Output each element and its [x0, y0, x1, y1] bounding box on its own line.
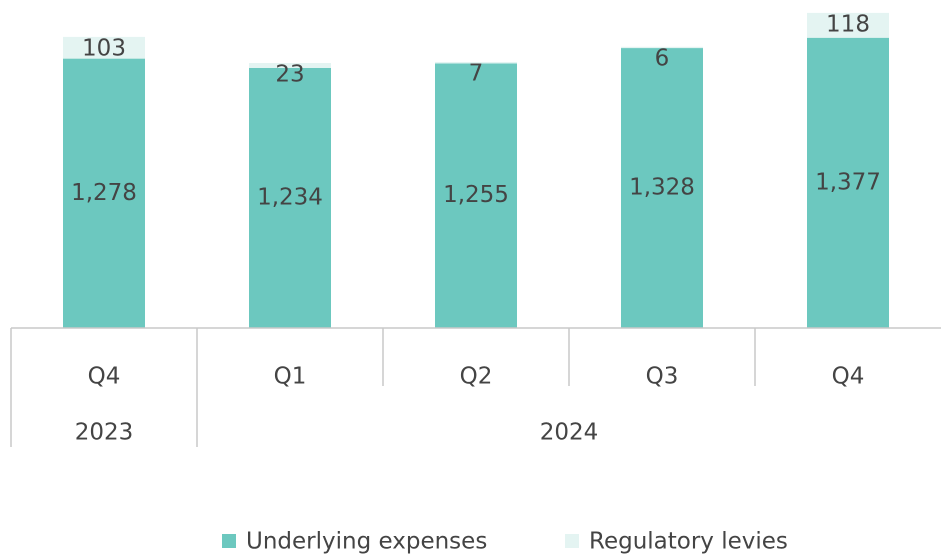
- value-label: 1,328: [629, 175, 695, 201]
- value-label: 23: [275, 62, 304, 88]
- bar-segment: [435, 61, 517, 64]
- x-tick-label: Q4: [832, 364, 865, 390]
- bar-segment: [807, 12, 889, 38]
- group-label: 2023: [75, 420, 134, 446]
- bar-segment: [621, 46, 703, 49]
- value-label: 1,234: [257, 184, 323, 210]
- x-tick-label: Q3: [646, 364, 679, 390]
- legend-swatch: [222, 534, 236, 548]
- group-label: 2024: [540, 420, 599, 446]
- value-label: 7: [469, 60, 484, 86]
- value-label: 6: [655, 45, 670, 71]
- bar-segment: [621, 48, 703, 328]
- x-tick-label: Q4: [88, 364, 121, 390]
- value-label: 1,377: [815, 169, 881, 195]
- bar-segment: [435, 63, 517, 329]
- bar-segment: [249, 67, 331, 328]
- value-label: 1,255: [443, 182, 509, 208]
- legend-swatch: [565, 534, 579, 548]
- bar-segment: [63, 58, 145, 329]
- x-tick-label: Q2: [460, 364, 493, 390]
- bar-segment: [63, 36, 145, 59]
- bar-segment: [249, 63, 331, 68]
- bar-segment: [807, 37, 889, 329]
- x-tick-label: Q1: [274, 364, 307, 390]
- legend-label: Underlying expenses: [246, 529, 487, 555]
- value-label: 103: [82, 35, 126, 61]
- value-label: 1,278: [71, 180, 137, 206]
- legend-label: Regulatory levies: [589, 529, 788, 555]
- value-label: 118: [826, 11, 870, 37]
